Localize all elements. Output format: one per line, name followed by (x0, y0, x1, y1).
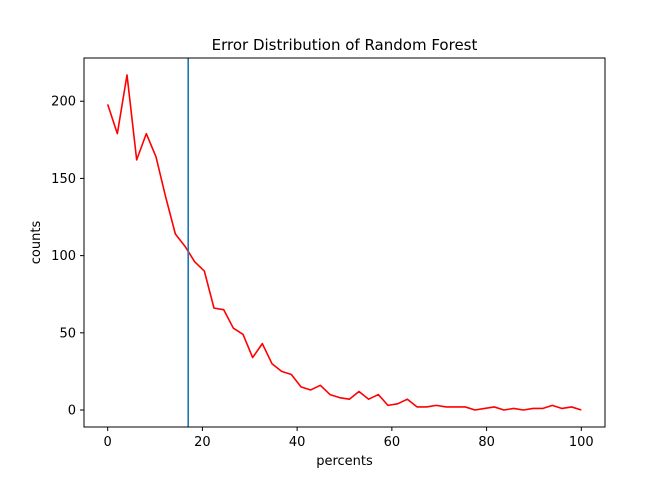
y-tick-label: 0 (68, 404, 76, 419)
x-tick-label: 0 (104, 435, 112, 450)
y-axis-label: counts (29, 221, 44, 265)
x-tick-label: 100 (569, 435, 594, 450)
series-line-0 (106, 74, 582, 411)
y-tick-label: 200 (51, 95, 76, 110)
y-tick-label: 150 (51, 172, 76, 187)
x-tick-label: 20 (194, 435, 211, 450)
y-tick-label: 50 (59, 326, 76, 341)
plot-frame (83, 57, 606, 428)
axis-ticks: 0 20 40 60 80 100 0 50 100 150 200 (51, 95, 594, 450)
chart-title: Error Distribution of Random Forest (212, 36, 478, 54)
x-tick-label: 60 (384, 435, 401, 450)
x-tick-label: 40 (289, 435, 306, 450)
x-tick-label: 80 (478, 435, 495, 450)
plot-area (106, 58, 582, 427)
x-axis-label: percents (316, 454, 373, 469)
y-tick-label: 100 (51, 249, 76, 264)
